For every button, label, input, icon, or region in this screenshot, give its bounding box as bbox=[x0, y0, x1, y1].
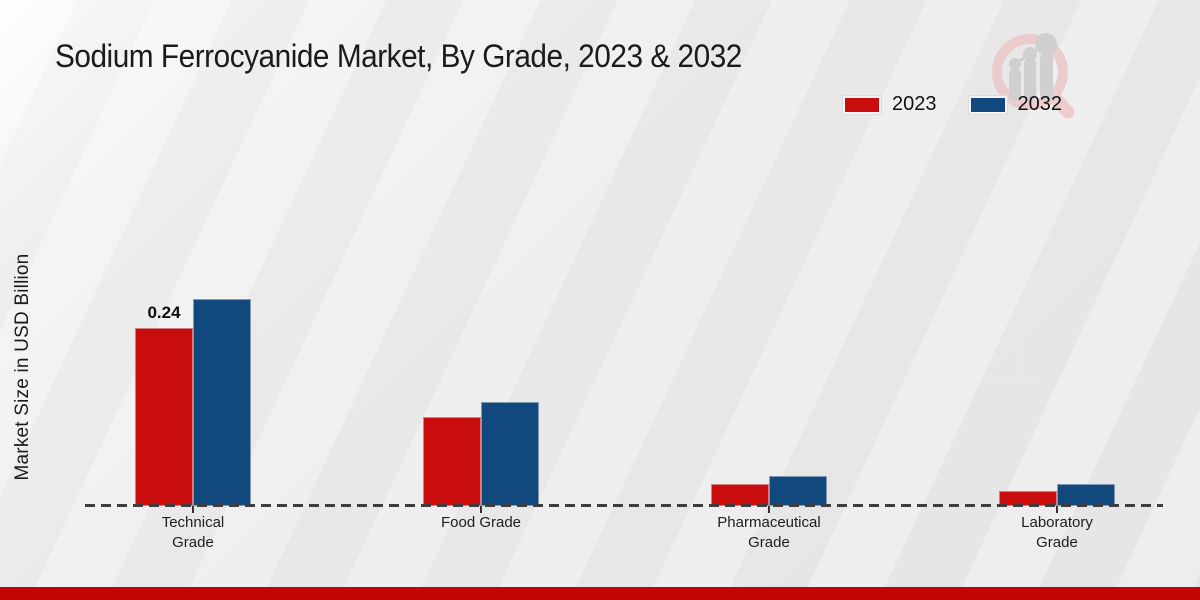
bar-2023-food-grade bbox=[423, 417, 481, 506]
x-axis-tick bbox=[192, 506, 194, 513]
legend-item-2032: 2032 bbox=[968, 93, 1063, 116]
legend-swatch-2023 bbox=[843, 95, 881, 114]
bar-2032-pharmaceutical-grade bbox=[769, 476, 827, 506]
x-axis-tick bbox=[480, 506, 482, 513]
chart-title: Sodium Ferrocyanide Market, By Grade, 20… bbox=[55, 38, 742, 74]
legend-label-2023: 2023 bbox=[892, 93, 937, 115]
market-research-logo-watermark bbox=[992, 33, 1075, 119]
legend-swatch-2032 bbox=[968, 95, 1007, 114]
category-label-pharmaceutical-grade: Pharmaceutical Grade bbox=[717, 514, 821, 551]
bar-2023-pharmaceutical-grade bbox=[711, 484, 769, 506]
legend-item-2023: 2023 bbox=[843, 93, 937, 116]
bar-2023-technical-grade bbox=[135, 328, 193, 506]
category-label-technical-grade: Technical Grade bbox=[161, 514, 225, 551]
bar-2032-food-grade bbox=[481, 402, 539, 506]
bar-2032-technical-grade bbox=[193, 299, 251, 506]
x-axis-dashed-baseline bbox=[85, 504, 1163, 507]
bar-value-label: 0.24 bbox=[147, 303, 181, 322]
legend-label-2032: 2032 bbox=[1017, 93, 1063, 115]
bar-2032-laboratory-grade bbox=[1057, 484, 1115, 506]
category-label-food-grade: Food Grade bbox=[440, 514, 522, 531]
x-axis-tick bbox=[1056, 506, 1058, 513]
x-axis-tick bbox=[768, 506, 770, 513]
footer-accent-stripe bbox=[0, 587, 1200, 600]
category-label-laboratory-grade: Laboratory Grade bbox=[1021, 514, 1093, 551]
chart-legend: 2023 2032 bbox=[843, 93, 1062, 116]
